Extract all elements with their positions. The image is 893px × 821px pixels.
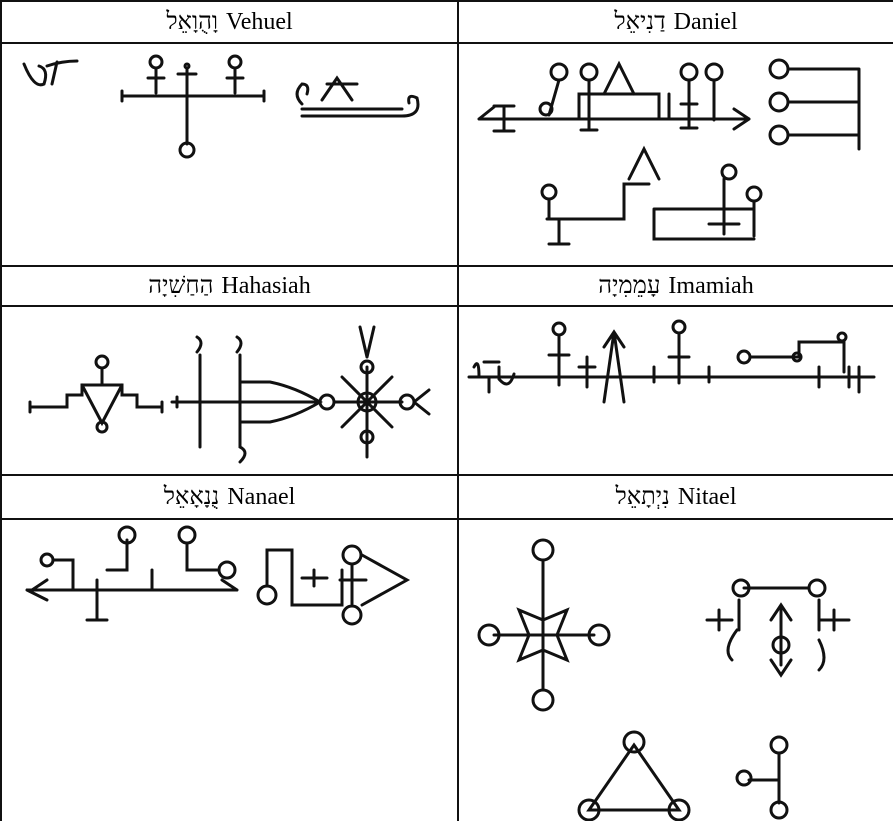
latin-name: Hahasiah [221, 272, 311, 299]
sigil [477, 58, 861, 246]
sigil-cell [457, 42, 893, 267]
sigil [467, 319, 876, 404]
header-cell: נֻנָאָאֵל Nanael [0, 474, 459, 520]
latin-name: Nanael [227, 483, 296, 510]
sigil-cell [457, 305, 893, 476]
sigil-cell [0, 42, 459, 267]
hebrew-name: עָמֵמִיָה [598, 272, 661, 299]
sigil-cell [457, 518, 893, 821]
header-cell: נִיְתָאֵל Nitael [457, 474, 893, 520]
hebrew-name: נִיְתָאֵל [615, 483, 670, 510]
latin-name: Nitael [677, 483, 737, 510]
latin-name: Vehuel [226, 8, 293, 35]
sigil [22, 54, 420, 159]
sigil [477, 538, 851, 821]
sigil-cell [0, 305, 459, 476]
header-cell: וָהֻוָאֵל Vehuel [0, 0, 459, 44]
hebrew-name: דַנִיאֵל [614, 8, 666, 35]
sigil-cell [0, 518, 459, 821]
sigil [28, 325, 431, 464]
latin-name: Daniel [673, 8, 738, 35]
latin-name: Imamiah [668, 272, 754, 299]
header-cell: דַנִיאֵל Daniel [457, 0, 893, 44]
sigil [25, 525, 411, 626]
hebrew-name: הַחַשִׁיָה [148, 272, 214, 299]
header-cell: הַחַשִׁיָה Hahasiah [0, 265, 459, 307]
header-cell: עָמֵמִיָה Imamiah [457, 265, 893, 307]
hebrew-name: נֻנָאָאֵל [163, 483, 220, 510]
hebrew-name: וָהֻוָאֵל [166, 8, 219, 35]
